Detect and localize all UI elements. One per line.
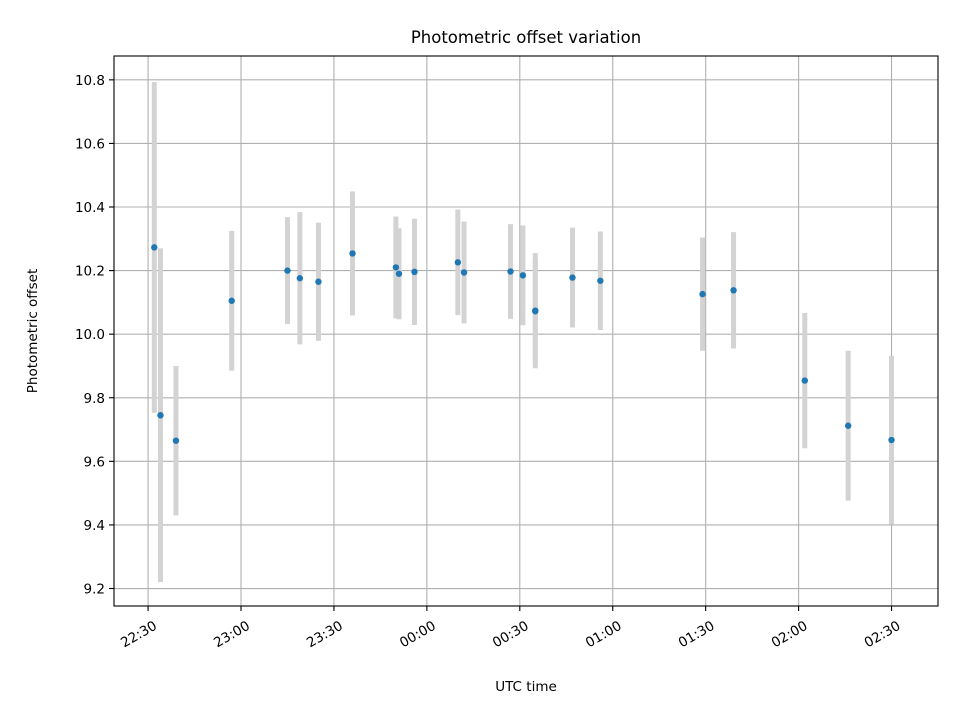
y-tick-label: 10.4 [75, 200, 105, 216]
data-point [228, 297, 235, 304]
data-point [296, 275, 304, 282]
data-point [730, 287, 737, 294]
data-point [151, 244, 158, 251]
y-axis-label: Photometric offset [25, 269, 41, 393]
data-point [454, 259, 462, 266]
y-tick-label: 9.6 [84, 454, 105, 470]
y-tick-label: 10.0 [75, 327, 105, 343]
data-point [284, 267, 291, 274]
data-point [411, 268, 418, 276]
data-point [844, 422, 852, 429]
y-tick-label: 10.2 [75, 264, 105, 280]
data-point [597, 277, 604, 284]
data-point [888, 436, 895, 444]
data-point [801, 377, 808, 384]
grid-lines [114, 56, 938, 606]
data-point [395, 270, 403, 277]
data-point [392, 264, 400, 271]
y-tick-label: 9.2 [84, 582, 105, 598]
data-point [699, 290, 706, 298]
y-tick-label: 9.8 [84, 391, 105, 407]
chart-title: Photometric offset variation [411, 28, 641, 47]
data-point [507, 268, 514, 275]
data-point [460, 269, 468, 276]
data-point [315, 278, 322, 285]
data-point [349, 250, 356, 257]
data-points [151, 244, 895, 444]
data-point [569, 274, 576, 281]
data-point [172, 437, 180, 444]
data-point [157, 412, 164, 419]
plot-frame [113, 55, 939, 607]
y-tick-label: 10.8 [75, 73, 105, 89]
data-point [519, 272, 527, 279]
y-tick-label: 10.6 [75, 136, 105, 152]
y-tick-label: 9.4 [84, 518, 105, 534]
data-point [532, 308, 539, 315]
x-axis-label: UTC time [495, 679, 557, 695]
